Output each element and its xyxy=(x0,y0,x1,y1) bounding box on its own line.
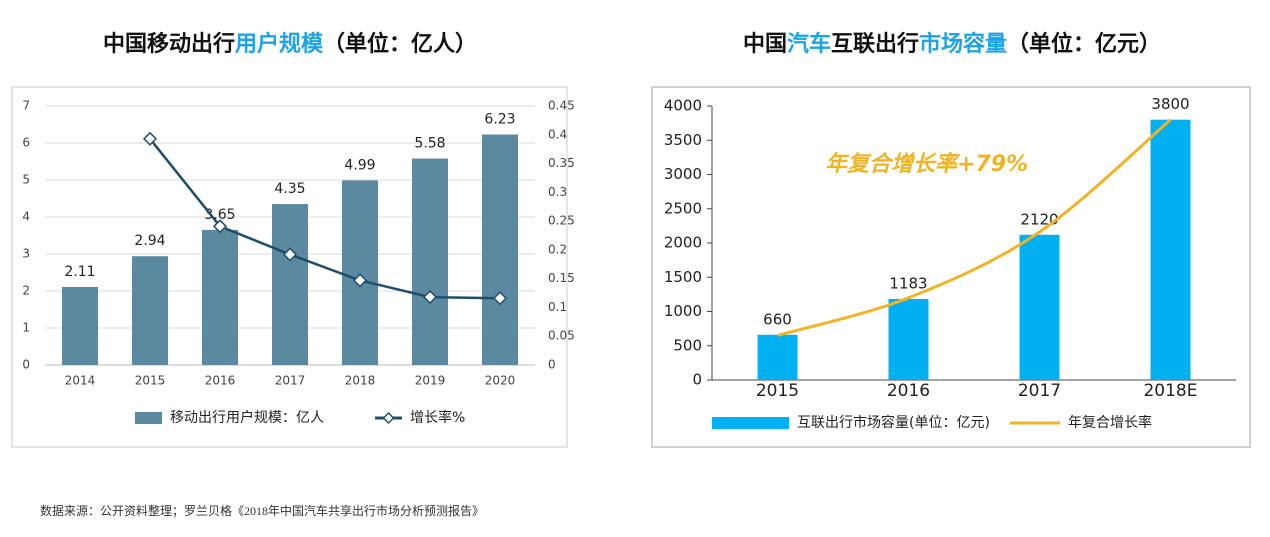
value-label: 5.58 xyxy=(414,136,445,152)
y-tick-label: 7 xyxy=(22,99,30,113)
point-marker xyxy=(422,290,438,305)
y-tick-label: 2 xyxy=(22,284,30,298)
y2-tick-label: 0.4 xyxy=(548,127,567,141)
x-tick-label: 2016 xyxy=(887,381,930,401)
value-label: 3800 xyxy=(1151,95,1189,113)
value-label: 2.94 xyxy=(134,233,165,249)
y-tick-label: 6 xyxy=(22,136,30,150)
x-tick-label: 2018 xyxy=(345,374,376,388)
y2-tick-label: 0.45 xyxy=(548,99,575,113)
value-label: 4.99 xyxy=(344,157,375,173)
y2-tick-label: 0.3 xyxy=(548,185,567,199)
bar xyxy=(202,229,238,365)
bar xyxy=(272,204,308,365)
x-tick-label: 2017 xyxy=(275,374,306,388)
legend-label: 增长率% xyxy=(410,409,465,426)
point-marker xyxy=(212,219,228,234)
annotation: 年复合增长率+79% xyxy=(825,151,1028,177)
y-tick-label: 0 xyxy=(692,371,702,389)
y-tick-label: 3500 xyxy=(664,131,702,149)
chart-title: 中国汽车互联出行市场容量（单位：亿元） xyxy=(743,31,1161,57)
x-tick-label: 2016 xyxy=(205,374,236,388)
value-label: 2.11 xyxy=(64,264,95,280)
y2-tick-label: 0.05 xyxy=(548,329,575,343)
line xyxy=(777,118,1172,337)
right-frame xyxy=(651,86,1251,448)
value-label: 2120 xyxy=(1020,210,1058,228)
y-tick-label: 2000 xyxy=(664,234,702,252)
title-part: 市场容量 xyxy=(919,31,1007,57)
y-tick-label: 3 xyxy=(22,247,30,261)
bar xyxy=(482,134,518,365)
y-tick-label: 0 xyxy=(22,358,30,372)
y-tick-label: 1000 xyxy=(664,302,702,320)
legend-label: 移动出行用户规模：亿人 xyxy=(170,409,324,426)
y-tick-label: 4 xyxy=(22,210,30,224)
point-marker xyxy=(282,247,298,262)
value-label: 660 xyxy=(763,310,792,328)
title-part: 互联出行 xyxy=(831,31,919,57)
bar xyxy=(62,286,98,365)
bar xyxy=(757,334,798,380)
y-tick-label: 1500 xyxy=(664,268,702,286)
x-tick-label: 2014 xyxy=(65,374,96,388)
y2-tick-label: 0.35 xyxy=(548,156,575,170)
y-tick-label: 2500 xyxy=(664,199,702,217)
source-note: 数据来源：公开资料整理；罗兰贝格《2018年中国汽车共享出行市场分析预测报告》 xyxy=(40,503,484,518)
value-label: 6.23 xyxy=(484,111,515,127)
bar xyxy=(1019,234,1060,380)
x-tick-label: 2015 xyxy=(756,381,799,401)
y2-tick-label: 0.25 xyxy=(548,214,575,228)
chart-title: 中国移动出行用户规模（单位：亿人） xyxy=(103,31,477,57)
x-tick-label: 2019 xyxy=(415,374,446,388)
legend-label: 年复合增长率 xyxy=(1068,414,1152,431)
y2-tick-label: 0.2 xyxy=(548,242,567,256)
point-marker xyxy=(492,291,508,306)
value-label: 4.35 xyxy=(274,181,305,197)
y-tick-label: 500 xyxy=(673,336,702,354)
point-marker xyxy=(352,273,368,288)
line xyxy=(149,138,501,300)
title-part: 中国移动出行 xyxy=(103,31,235,57)
legend-label: 互联出行市场容量(单位：亿元) xyxy=(797,414,990,431)
value-label: 3.65 xyxy=(204,207,235,223)
bar xyxy=(888,298,929,380)
legend-swatch xyxy=(135,412,162,424)
title-part: 中国 xyxy=(743,32,787,57)
y-tick-label: 1 xyxy=(22,321,30,335)
point-marker xyxy=(142,131,158,146)
x-tick-label: 2020 xyxy=(485,374,516,388)
y2-tick-label: 0.15 xyxy=(548,271,575,285)
title-part: （单位：亿元） xyxy=(1007,31,1161,57)
bar xyxy=(412,158,448,365)
y-tick-label: 3000 xyxy=(664,165,702,183)
y-tick-label: 5 xyxy=(22,173,30,187)
title-part: （单位：亿人） xyxy=(323,31,477,57)
x-tick-label: 2015 xyxy=(135,374,166,388)
bar xyxy=(342,180,378,365)
legend-swatch xyxy=(712,417,789,429)
y2-tick-label: 0.1 xyxy=(548,300,567,314)
title-part: 汽车 xyxy=(787,31,831,57)
bar xyxy=(1150,119,1191,380)
legend-marker xyxy=(382,411,395,425)
bar xyxy=(132,256,168,365)
value-label: 1183 xyxy=(889,274,927,292)
y-tick-label: 4000 xyxy=(664,97,702,115)
x-tick-label: 2018E xyxy=(1143,381,1197,401)
x-tick-label: 2017 xyxy=(1018,381,1061,401)
title-part: 用户规模 xyxy=(235,31,324,57)
y2-tick-label: 0 xyxy=(548,358,556,372)
